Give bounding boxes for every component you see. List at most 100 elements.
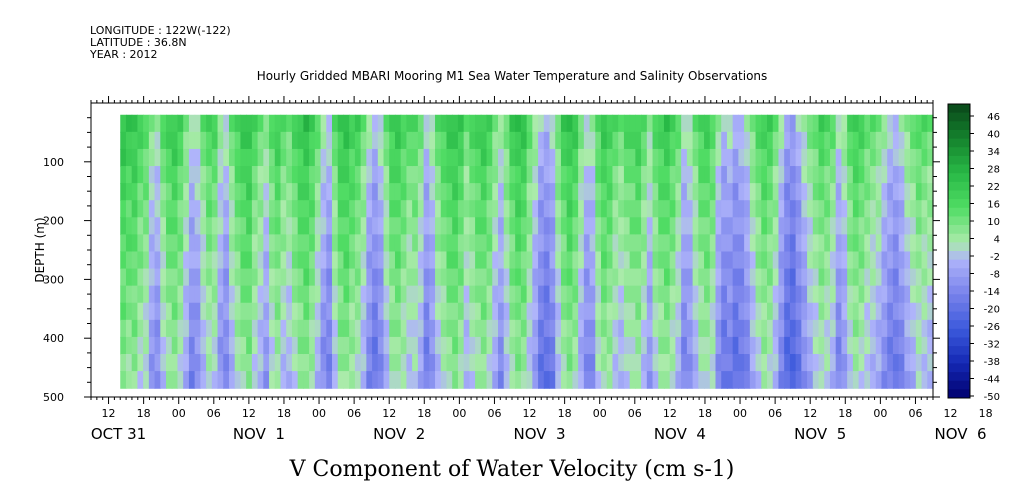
heatmap-cell [412,148,419,167]
heatmap-cell [183,319,190,338]
heatmap-cell [200,200,207,218]
heatmap-cell [200,217,207,235]
heatmap-cell [337,200,345,218]
heatmap-cell [303,200,310,218]
heatmap-cell [234,268,242,287]
heatmap-cell [663,200,671,218]
heatmap-cell [818,354,825,372]
heatmap-cell [538,114,545,133]
heatmap-cell [515,354,522,372]
heatmap-cell [572,319,579,338]
heatmap-cell [721,268,728,287]
heatmap-cell [206,302,213,321]
heatmap-cell [228,302,236,321]
heatmap-cell [852,354,860,372]
heatmap-cell [360,200,367,218]
heatmap-cell [767,217,774,235]
heatmap-cell [354,336,362,355]
heatmap-cell [841,319,848,338]
heatmap-cell [234,336,242,355]
heatmap-cell [446,268,453,287]
heatmap-cell [194,285,201,304]
heatmap-cell [183,200,190,218]
heatmap-cell [206,251,213,270]
heatmap-cell [206,217,213,235]
heatmap-cell [772,336,780,355]
heatmap-cell [309,285,316,304]
heatmap-cell [492,217,499,235]
heatmap-cell [417,319,425,338]
heatmap-cell [726,251,734,270]
heatmap-cell [412,200,419,218]
heatmap-cell [738,131,745,150]
heatmap-cell [589,183,596,201]
heatmap-cell [177,302,184,321]
heatmap-cell [772,371,780,389]
heatmap-cell [606,371,614,389]
heatmap-cell [183,251,190,270]
heatmap-cell [314,285,322,304]
heatmap-cell [681,234,688,253]
heatmap-cell [429,200,436,218]
heatmap-cell [652,371,659,389]
heatmap-cell [555,285,562,304]
heatmap-cell [847,285,854,304]
heatmap-cell [125,319,133,338]
heatmap-cell [612,166,619,184]
heatmap-cell [681,217,688,235]
heatmap-cell [469,251,476,270]
heatmap-cell [749,200,757,218]
heatmap-cell [789,371,797,389]
heatmap-cell [475,114,482,133]
heatmap-cell [875,251,883,270]
heatmap-cell [463,354,470,372]
heatmap-cell [291,234,299,253]
heatmap-cell [629,336,636,355]
heatmap-cell [228,183,236,201]
heatmap-cell [784,148,791,167]
heatmap-cell [681,200,688,218]
heatmap-cell [858,217,865,235]
heatmap-cell [309,319,316,338]
heatmap-cell [137,217,144,235]
heatmap-cell [767,131,774,150]
heatmap-cell [171,354,179,372]
heatmap-cell [738,371,745,389]
heatmap-cell [824,336,831,355]
heatmap-cell [314,354,322,372]
heatmap-cell [652,354,659,372]
heatmap-cell [475,183,482,201]
heatmap-cell [767,200,774,218]
heatmap-cell [440,114,448,133]
heatmap-cell [704,268,711,287]
heatmap-cell [486,166,493,184]
heatmap-cell [280,251,287,270]
latitude-label: LATITUDE : 36.8N [90,36,187,49]
heatmap-cell [726,114,734,133]
heatmap-cell [274,114,282,133]
heatmap-cell [532,251,539,270]
heatmap-cell [463,268,470,287]
heatmap-cell [892,166,900,184]
heatmap-cell [612,217,619,235]
heatmap-cell [257,166,264,184]
heatmap-cell [291,200,299,218]
heatmap-cell [721,234,728,253]
heatmap-cell [704,371,711,389]
heatmap-cell [349,302,356,321]
x-date-label: NOV 4 [654,425,706,443]
heatmap-cell [560,251,568,270]
heatmap-cell [635,371,642,389]
colorbar-swatch [948,242,970,252]
heatmap-cell [246,234,253,253]
heatmap-cell [555,166,562,184]
heatmap-cell [320,268,327,287]
heatmap-cell [755,114,762,133]
heatmap-cell [663,251,671,270]
heatmap-cell [475,200,482,218]
heatmap-cell [663,166,671,184]
heatmap-cell [200,114,207,133]
heatmap-cell [543,354,551,372]
heatmap-cell [423,217,430,235]
heatmap-cell [211,268,219,287]
